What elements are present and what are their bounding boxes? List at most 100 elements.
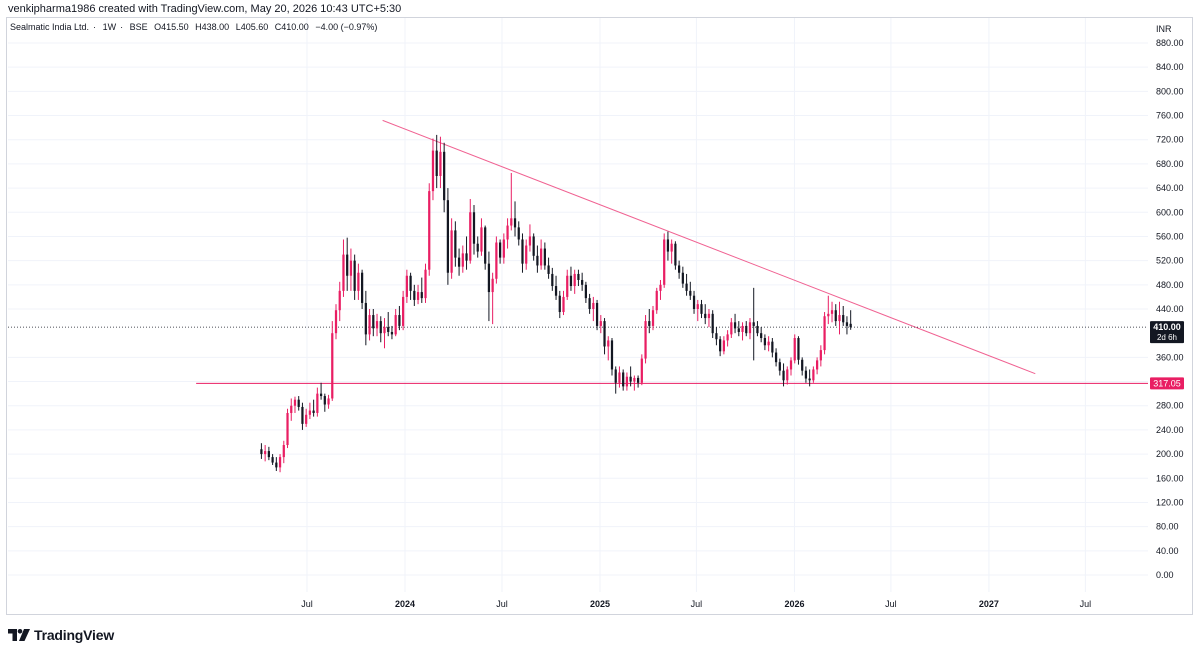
candle-body[interactable] [502, 239, 505, 258]
candle-body[interactable] [685, 283, 688, 291]
candle-body[interactable] [431, 150, 435, 192]
candle-body[interactable] [282, 445, 285, 458]
candle-body[interactable] [558, 295, 561, 313]
candle-body[interactable] [487, 263, 491, 293]
candle-body[interactable] [510, 218, 513, 226]
candle-body[interactable] [319, 393, 323, 397]
candle-body[interactable] [838, 315, 841, 322]
candle-body[interactable] [293, 399, 297, 406]
candle-body[interactable] [614, 369, 617, 383]
candle-body[interactable] [741, 325, 744, 332]
candle-body[interactable] [711, 313, 714, 334]
candle-body[interactable] [316, 393, 319, 413]
candle-body[interactable] [774, 352, 778, 363]
candle-body[interactable] [804, 370, 808, 379]
candle-body[interactable] [569, 275, 573, 287]
candle-body[interactable] [696, 304, 699, 309]
candle-body[interactable] [443, 151, 446, 201]
candle-body[interactable] [260, 449, 263, 455]
candle-body[interactable] [588, 298, 591, 309]
candle-body[interactable] [439, 151, 442, 176]
candle-body[interactable] [651, 310, 655, 326]
candle-body[interactable] [416, 292, 420, 300]
candle-body[interactable] [379, 321, 382, 334]
candle-body[interactable] [517, 227, 520, 240]
candle-body[interactable] [506, 225, 509, 240]
candle-body[interactable] [636, 377, 640, 383]
candle-body[interactable] [767, 341, 770, 346]
candle-body[interactable] [290, 405, 293, 413]
candle-body[interactable] [722, 340, 725, 352]
candle-body[interactable] [763, 338, 767, 346]
candle-body[interactable] [845, 322, 849, 326]
candle-body[interactable] [357, 272, 360, 291]
candle-body[interactable] [655, 290, 658, 311]
candle-body[interactable] [681, 272, 684, 284]
candle-body[interactable] [554, 286, 558, 296]
candle-body[interactable] [849, 323, 852, 328]
candle-body[interactable] [402, 296, 405, 326]
candle-body[interactable] [715, 333, 718, 340]
candle-body[interactable] [461, 253, 464, 267]
candle-body[interactable] [573, 273, 576, 287]
candle-body[interactable] [349, 260, 353, 276]
candle-body[interactable] [629, 376, 632, 382]
candle-body[interactable] [599, 321, 602, 326]
candle-body[interactable] [704, 313, 707, 319]
candle-body[interactable] [338, 290, 341, 311]
candle-body[interactable] [446, 200, 450, 273]
candle-body[interactable] [666, 239, 670, 252]
candle-body[interactable] [562, 296, 565, 313]
candle-body[interactable] [801, 359, 804, 371]
candle-body[interactable] [726, 334, 729, 341]
candle-body[interactable] [543, 248, 546, 266]
candle-body[interactable] [353, 260, 356, 291]
candle-body[interactable] [823, 316, 826, 351]
candle-body[interactable] [312, 410, 315, 413]
candle-body[interactable] [360, 272, 364, 303]
candle-body[interactable] [484, 227, 487, 264]
candle-body[interactable] [308, 410, 312, 415]
candle-body[interactable] [842, 315, 845, 323]
trendline[interactable] [382, 119, 1036, 375]
candle-body[interactable] [271, 457, 274, 463]
candle-body[interactable] [334, 310, 338, 334]
candle-body[interactable] [752, 322, 755, 326]
candle-body[interactable] [398, 315, 401, 326]
candle-body[interactable] [584, 284, 587, 299]
candle-body[interactable] [480, 227, 483, 252]
candle-body[interactable] [566, 275, 569, 297]
candle-body[interactable] [812, 369, 815, 381]
candle-body[interactable] [733, 322, 737, 329]
candle-body[interactable] [648, 321, 651, 326]
candle-body[interactable] [491, 278, 494, 293]
candle-body[interactable] [413, 290, 416, 300]
candle-body[interactable] [640, 358, 643, 383]
candle-body[interactable] [730, 322, 733, 335]
candle-body[interactable] [760, 333, 763, 339]
candle-body[interactable] [364, 302, 367, 335]
candle-body[interactable] [808, 378, 811, 381]
candle-body[interactable] [495, 242, 498, 279]
candle-body[interactable] [786, 369, 789, 381]
candle-body[interactable] [793, 338, 796, 361]
candle-body[interactable] [700, 304, 703, 314]
candle-body[interactable] [797, 338, 800, 360]
candle-body[interactable] [581, 279, 584, 285]
candle-body[interactable] [756, 325, 759, 334]
candle-body[interactable] [435, 150, 438, 176]
candle-body[interactable] [532, 236, 535, 256]
candle-body[interactable] [301, 406, 304, 424]
candle-body[interactable] [678, 265, 681, 273]
candle-body[interactable] [457, 257, 461, 267]
candle-body[interactable] [748, 322, 752, 334]
candle-body[interactable] [625, 376, 629, 387]
candle-body[interactable] [528, 236, 532, 246]
candle-body[interactable] [577, 273, 580, 280]
candle-body[interactable] [778, 362, 781, 371]
candle-body[interactable] [663, 239, 666, 285]
candle-body[interactable] [428, 191, 431, 270]
candle-body[interactable] [387, 327, 390, 332]
candle-body[interactable] [592, 302, 595, 309]
